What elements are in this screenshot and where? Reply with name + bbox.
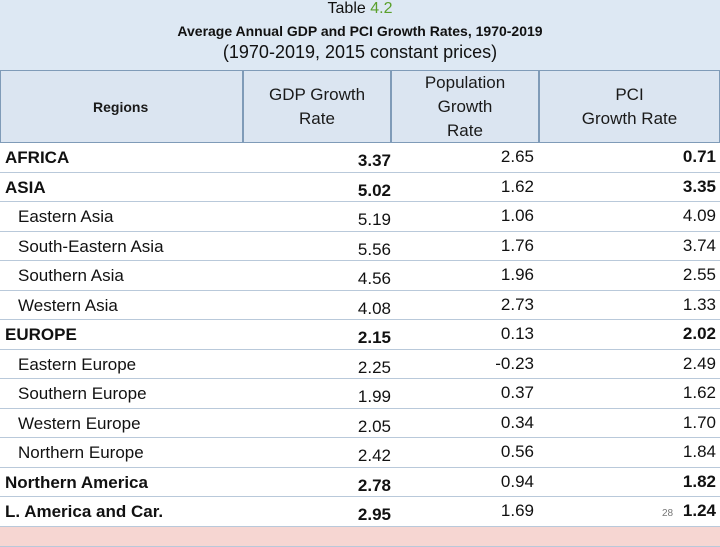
population-cell: -0.23 — [495, 353, 534, 373]
table-row: Northern Europe 2.42 0.56 1.84 — [0, 438, 720, 468]
table-row: ASIA 5.02 1.62 3.35 — [0, 172, 720, 202]
gdp-cell: 1.99 — [357, 387, 391, 406]
pci-cell: 1.70 — [682, 412, 716, 432]
table-label-prefix: Table — [327, 0, 371, 17]
region-cell: Northern America — [5, 472, 148, 492]
pci-cell: 1.24 — [682, 501, 716, 520]
pci-cell: 1.84 — [682, 442, 716, 461]
table-row: Northern America 2.78 0.94 1.82 — [0, 467, 720, 497]
pci-cell: 2.02 — [682, 324, 716, 343]
region-cell: ASIA — [5, 177, 46, 197]
table-row: Eastern Europe 2.25 -0.23 2.49 — [0, 349, 720, 379]
population-cell: 0.13 — [500, 324, 534, 343]
gdp-cell: 3.37 — [357, 151, 391, 170]
region-cell: South-Eastern Asia — [18, 236, 164, 256]
pci-cell: 3.74 — [682, 235, 716, 255]
region-cell: Northern Europe — [18, 443, 144, 462]
table-row: Western Asia 4.08 2.73 1.33 — [0, 290, 720, 320]
gdp-cell: 2.78 — [357, 475, 391, 495]
population-cell: 1.06 — [500, 206, 534, 225]
table-header: Regions GDP Growth Rate Population Growth R… — [0, 70, 720, 143]
table-row: EUROPE 2.15 0.13 2.02 — [0, 320, 720, 350]
gdp-cell: 2.05 — [357, 416, 391, 436]
gdp-cell: 4.08 — [357, 298, 391, 318]
population-cell: 1.69 — [500, 501, 534, 520]
population-cell: 2.65 — [500, 147, 534, 166]
gdp-cell: 2.42 — [357, 446, 391, 465]
population-cell: 0.56 — [500, 442, 534, 461]
table-number: 4.2 — [370, 0, 393, 17]
page-number: 28 — [662, 508, 674, 519]
header-gdp-growth: GDP Growth Rate — [243, 70, 391, 143]
table-row: Western Europe 2.05 0.34 1.70 — [0, 408, 720, 438]
table-row: Eastern Asia 5.19 1.06 4.09 — [0, 202, 720, 232]
table-label: Table 4.2 — [0, 0, 720, 18]
table-row: L. America and Car. 2.95 1.69 1.24 — [0, 497, 720, 527]
pci-cell: 1.33 — [682, 294, 716, 314]
population-cell: 2.73 — [500, 294, 534, 314]
pci-cell: 4.09 — [682, 206, 716, 225]
region-cell: L. America and Car. — [5, 502, 164, 521]
pci-cell: 2.55 — [682, 265, 716, 284]
region-cell: Southern Europe — [18, 384, 147, 403]
header-population-growth: Population Growth Rate — [391, 70, 539, 143]
pci-cell: 0.71 — [682, 147, 716, 166]
pci-cell: 1.62 — [682, 383, 716, 402]
gdp-cell: 2.95 — [357, 505, 391, 524]
table-subtitle: Average Annual GDP and PCI Growth Rates,… — [177, 23, 543, 39]
gdp-cell: 4.56 — [357, 269, 391, 288]
gdp-cell: 5.02 — [357, 180, 391, 200]
header-pci-growth: PCI Growth Rate — [539, 70, 720, 143]
header-regions: Regions — [0, 70, 243, 143]
region-cell: Western Europe — [18, 413, 141, 433]
population-cell: 0.37 — [500, 383, 534, 402]
table-row: Southern Asia 4.56 1.96 2.55 — [0, 261, 720, 291]
region-cell: Southern Asia — [18, 266, 124, 285]
table-body: AFRICA 3.37 2.65 0.71 ASIA 5.02 1.62 3.35 Easter… — [0, 143, 720, 547]
table-row-partial — [0, 526, 720, 547]
population-cell: 0.94 — [500, 471, 534, 491]
pci-cell: 2.49 — [682, 353, 716, 373]
gdp-cell: 5.19 — [357, 210, 391, 229]
region-cell: EUROPE — [5, 325, 77, 344]
pci-cell: 1.82 — [682, 471, 716, 491]
region-cell: Western Asia — [18, 295, 118, 315]
gdp-cell: 2.25 — [357, 357, 391, 377]
population-cell: 1.76 — [500, 235, 534, 255]
population-cell: 0.34 — [500, 412, 534, 432]
region-cell: Eastern Asia — [18, 207, 114, 226]
gdp-cell: 5.56 — [357, 239, 391, 259]
population-cell: 1.96 — [500, 265, 534, 284]
population-cell: 1.62 — [500, 176, 534, 196]
table-row: AFRICA 3.37 2.65 0.71 — [0, 143, 720, 173]
region-cell: Eastern Europe — [18, 354, 137, 374]
table-row: Southern Europe 1.99 0.37 1.62 — [0, 379, 720, 409]
table-note: (1970-2019, 2015 constant prices) — [222, 42, 498, 62]
pci-cell: 3.35 — [682, 176, 716, 196]
table-row: South-Eastern Asia 5.56 1.76 3.74 — [0, 231, 720, 261]
region-cell: AFRICA — [5, 148, 70, 167]
gdp-cell: 2.15 — [357, 328, 391, 347]
